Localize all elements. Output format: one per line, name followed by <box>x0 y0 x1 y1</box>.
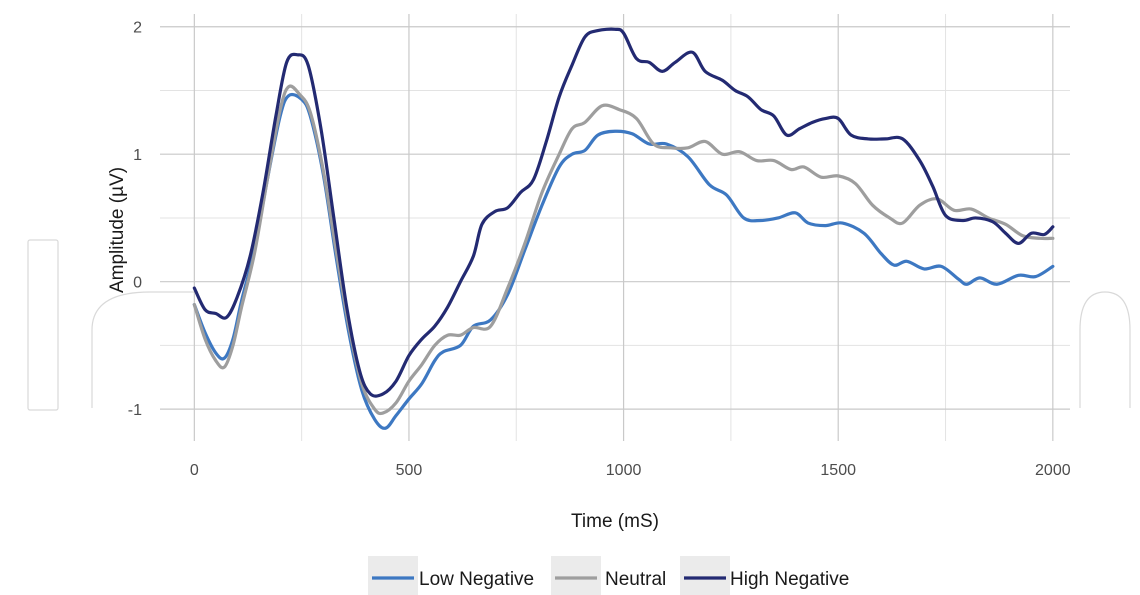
legend-label: High Negative <box>730 569 849 590</box>
y-axis-title: Amplitude (µV) <box>107 167 128 293</box>
x-tick-label: 0 <box>190 462 199 479</box>
x-tick-label: 2000 <box>1035 462 1071 479</box>
series-line-neutral <box>192 84 1055 416</box>
x-axis-title: Time (mS) <box>571 511 659 532</box>
legend-item-high-negative: High Negative <box>680 556 849 595</box>
x-axis-ticks: 0 500 1000 1500 2000 <box>190 462 1071 479</box>
series-lines <box>192 27 1055 430</box>
legend-item-low-negative: Low Negative <box>368 556 534 595</box>
legend-label: Low Negative <box>419 569 534 590</box>
series-line-high-negative <box>192 27 1055 398</box>
x-tick-label: 1500 <box>820 462 856 479</box>
series-line-low-negative <box>192 92 1055 430</box>
legend-item-neutral: Neutral <box>551 556 666 595</box>
x-tick-label: 500 <box>396 462 423 479</box>
y-axis-ticks: -1 0 1 2 <box>128 20 142 419</box>
grid <box>160 14 1070 441</box>
legend-label: Neutral <box>605 569 666 590</box>
watermark <box>27 239 1131 411</box>
y-tick-label: 2 <box>133 20 142 37</box>
y-tick-label: -1 <box>128 402 142 419</box>
y-tick-label: 0 <box>133 275 142 292</box>
legend-key-background <box>368 556 418 595</box>
y-tick-label: 1 <box>133 147 142 164</box>
legend-key-background <box>680 556 730 595</box>
legend: Low Negative Neutral High Negative <box>368 556 849 595</box>
legend-key-background <box>551 556 601 595</box>
x-tick-label: 1000 <box>606 462 642 479</box>
